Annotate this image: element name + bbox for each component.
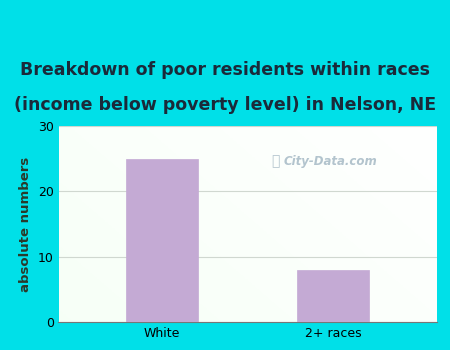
Bar xyxy=(126,159,198,322)
Bar xyxy=(297,270,369,322)
Text: (income below poverty level) in Nelson, NE: (income below poverty level) in Nelson, … xyxy=(14,96,436,114)
Text: City-Data.com: City-Data.com xyxy=(284,155,378,168)
Y-axis label: absolute numbers: absolute numbers xyxy=(19,156,32,292)
Text: Breakdown of poor residents within races: Breakdown of poor residents within races xyxy=(20,61,430,79)
Text: ⓘ: ⓘ xyxy=(272,154,280,168)
